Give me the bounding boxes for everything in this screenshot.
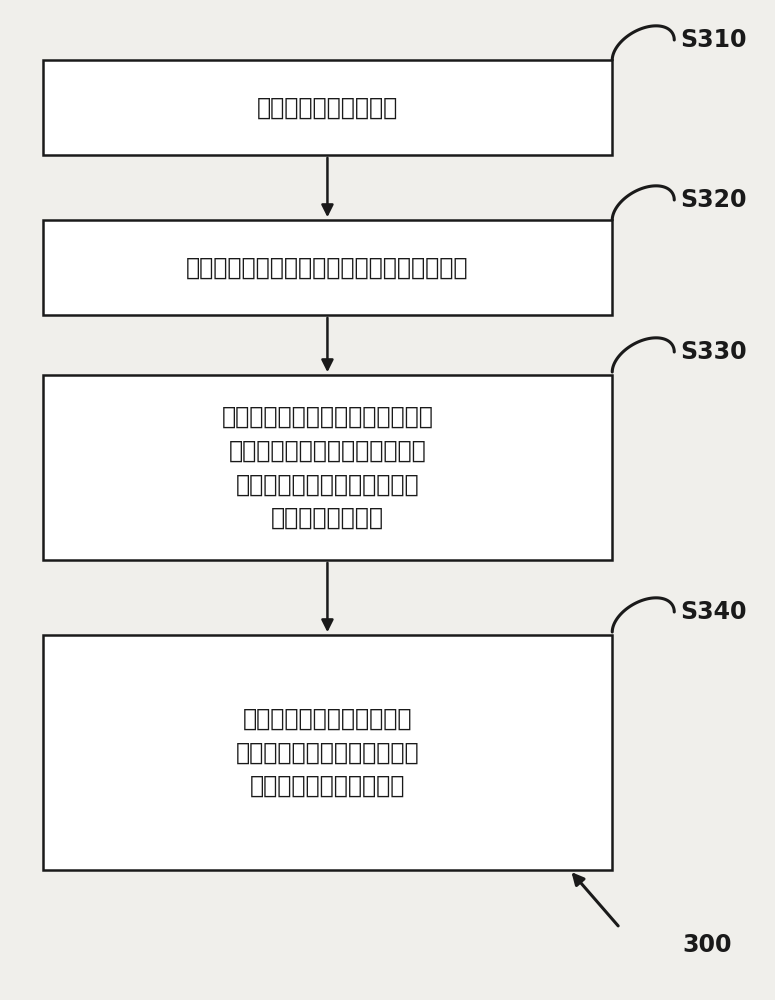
Bar <box>43 635 612 870</box>
Text: 确定干扰源候选的集合: 确定干扰源候选的集合 <box>257 96 398 119</box>
Bar <box>43 375 612 560</box>
Text: 300: 300 <box>682 933 732 957</box>
Text: S340: S340 <box>680 600 747 624</box>
Text: S310: S310 <box>680 28 747 52</box>
Text: 基于测量结果来识别集合中
的任一干扰源候选是否是通过
大气波导传播的干扰的源: 基于测量结果来识别集合中 的任一干扰源候选是否是通过 大气波导传播的干扰的源 <box>236 707 419 798</box>
Text: S330: S330 <box>680 340 747 364</box>
Text: 向集合中的每个干扰源候选分配随机接入资源: 向集合中的每个干扰源候选分配随机接入资源 <box>186 255 469 279</box>
Text: 从集合中的每个干扰源候选接收在
该干扰源候选处通过从集合中的
其它干扰源候选接收随机接入
而获取的测量结果: 从集合中的每个干扰源候选接收在 该干扰源候选处通过从集合中的 其它干扰源候选接收… <box>222 405 433 530</box>
Bar <box>43 220 612 315</box>
Text: S320: S320 <box>680 188 747 212</box>
Bar <box>43 60 612 155</box>
